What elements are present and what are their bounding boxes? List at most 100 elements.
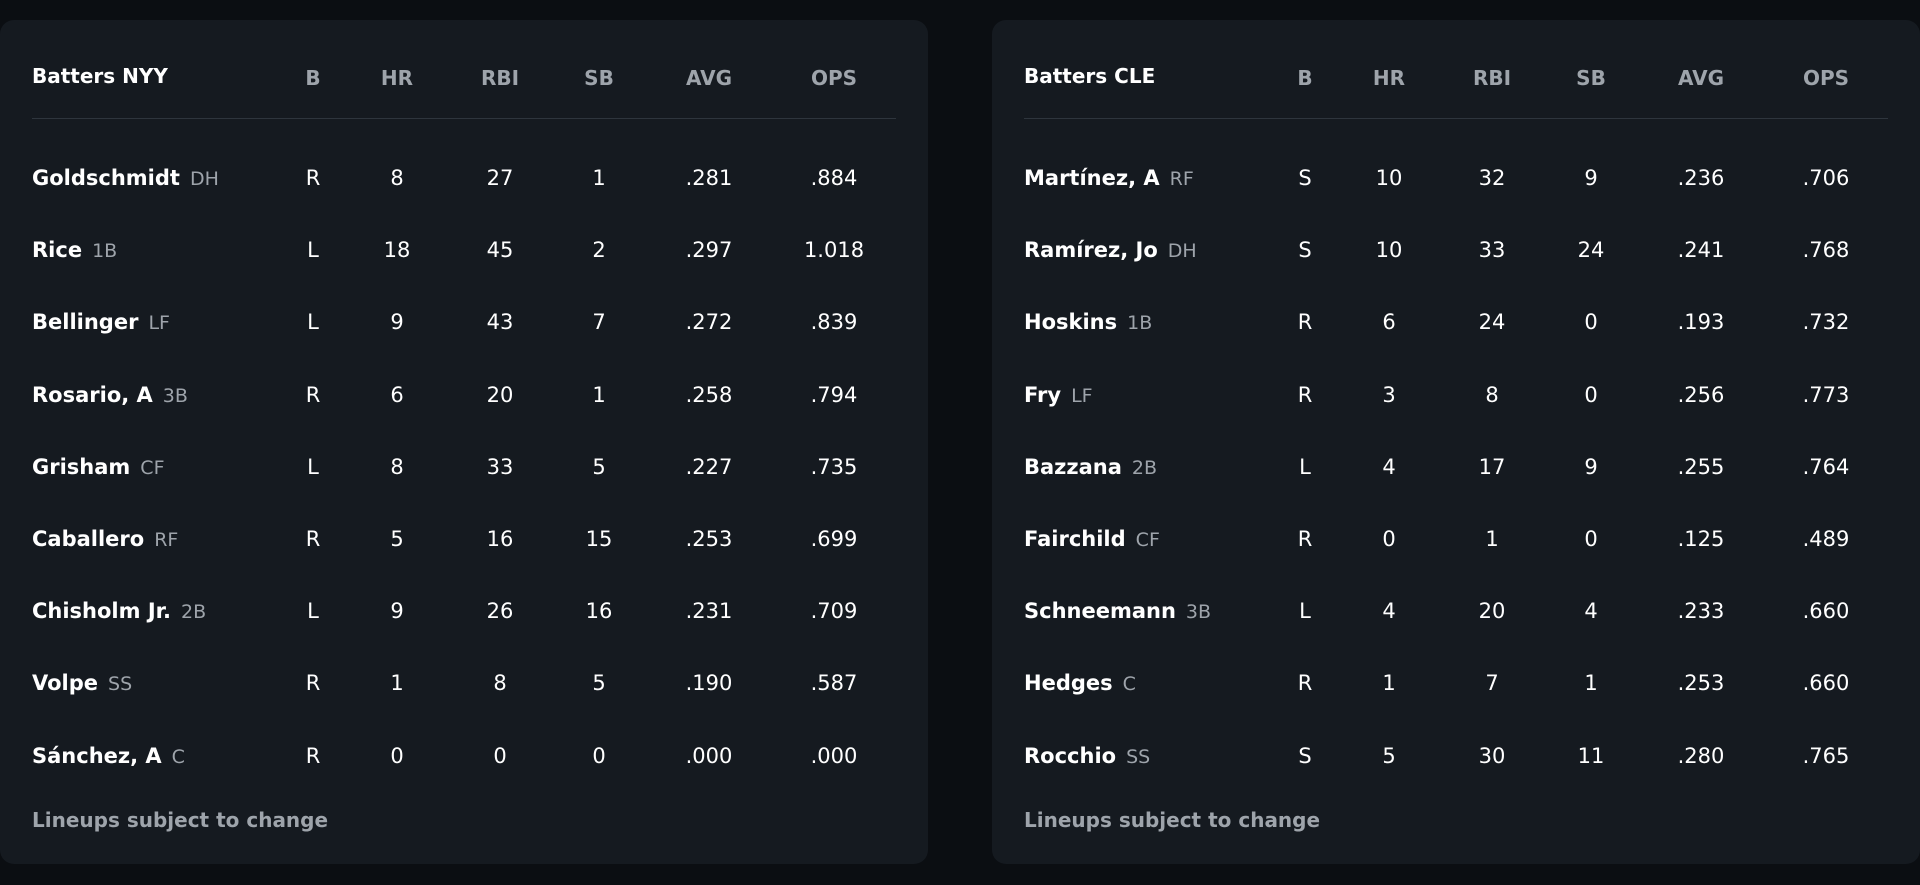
- stat-cell: R: [305, 671, 321, 696]
- stat-cell: .768: [1802, 238, 1850, 263]
- stat-cell: 0: [1584, 527, 1598, 551]
- stat-cell: 4: [1382, 599, 1396, 624]
- player-name: Fairchild CF: [1024, 527, 1160, 551]
- stat-cell: .280: [1677, 743, 1725, 768]
- position: C: [171, 745, 185, 768]
- stat-cell: 9: [1584, 454, 1598, 479]
- stat-cell: 8: [493, 671, 507, 696]
- position: 1B: [1127, 312, 1153, 335]
- position: CF: [140, 456, 165, 479]
- stat-cell: 0: [1382, 527, 1396, 551]
- stat-cell: 5: [1382, 743, 1396, 768]
- stat-cell: .773: [1802, 382, 1850, 407]
- stat-cell: .233: [1677, 599, 1725, 624]
- stat-cell: 2: [592, 238, 606, 263]
- stat-cell: .253: [1677, 671, 1725, 696]
- position: 3B: [1185, 601, 1212, 624]
- player-name: Fry LF: [1024, 383, 1093, 407]
- column-header: SB: [584, 66, 614, 90]
- stat-cell: 5: [592, 671, 606, 696]
- position: 2B: [180, 601, 207, 624]
- stat-cell: .489: [1802, 527, 1850, 551]
- stat-cell: 5: [592, 454, 606, 479]
- stat-cell: L: [1299, 454, 1311, 479]
- stat-cell: .297: [685, 238, 733, 263]
- stat-cell: .272: [685, 310, 733, 335]
- player-name: Chisholm Jr. 2B: [32, 599, 206, 623]
- player-name: Goldschmidt DH: [32, 166, 219, 190]
- stat-cell: 5: [390, 527, 404, 551]
- stat-cell: 0: [1584, 382, 1598, 407]
- player-name: Ramírez, Jo DH: [1024, 238, 1197, 262]
- stat-cell: 24: [1577, 238, 1605, 263]
- name: Bazzana: [1024, 454, 1122, 479]
- stat-cell: R: [1297, 310, 1313, 335]
- stat-cell: .125: [1677, 527, 1725, 551]
- player-name: Bazzana 2B: [1024, 455, 1157, 479]
- player-name: Rosario, A 3B: [32, 383, 188, 407]
- stat-cell: .231: [685, 599, 733, 624]
- stat-cell: 6: [390, 382, 404, 407]
- stat-cell: 1: [1485, 527, 1499, 551]
- column-header: B: [305, 66, 321, 90]
- position: RF: [1169, 168, 1194, 190]
- name: Ramírez, Jo: [1024, 238, 1158, 263]
- player-name: Rice 1B: [32, 238, 117, 262]
- stat-cell: 10: [1375, 166, 1403, 190]
- stat-cell: .000: [685, 743, 733, 768]
- footer-note: Lineups subject to change: [32, 808, 329, 832]
- stat-cell: 0: [592, 743, 606, 768]
- stat-cell: 9: [390, 310, 404, 335]
- stat-cell: 1: [592, 166, 606, 190]
- stat-cell: S: [1298, 238, 1312, 263]
- stat-cell: L: [307, 238, 319, 263]
- name: Sánchez, A: [32, 743, 162, 768]
- stat-cell: .253: [685, 527, 733, 551]
- position: RF: [154, 529, 179, 551]
- player-name: Grisham CF: [32, 455, 165, 479]
- team-panel: Batters CLE B HR RBI SB AVG OPS Martínez, A RF S 1…: [992, 20, 1920, 864]
- stat-cell: 4: [1584, 599, 1598, 624]
- name: Rosario, A: [32, 382, 153, 407]
- stat-cell: 7: [592, 310, 606, 335]
- position: 2B: [1131, 456, 1158, 479]
- stat-cell: 0: [493, 743, 507, 768]
- stat-cell: .794: [810, 382, 858, 407]
- stat-cell: 8: [390, 454, 404, 479]
- stat-cell: 4: [1382, 454, 1396, 479]
- position: 3B: [162, 384, 188, 407]
- name: Goldschmidt: [32, 166, 180, 190]
- stat-cell: R: [1297, 527, 1313, 551]
- stat-cell: L: [307, 599, 319, 624]
- column-header: AVG: [1677, 66, 1725, 90]
- column-header: SB: [1576, 66, 1606, 90]
- stat-cell: 33: [1478, 238, 1506, 263]
- stat-cell: .839: [810, 310, 858, 335]
- stat-cell: .258: [685, 382, 733, 407]
- column-header: HR: [1372, 66, 1406, 90]
- stat-cell: .255: [1677, 454, 1725, 479]
- stat-cell: R: [305, 166, 321, 190]
- stat-cell: 9: [1584, 166, 1598, 190]
- stat-cell: R: [305, 527, 321, 551]
- stat-cell: 8: [390, 166, 404, 190]
- name: Grisham: [32, 454, 131, 479]
- name: Bellinger: [32, 310, 139, 335]
- player-name: Rocchio SS: [1024, 744, 1150, 768]
- stat-cell: 20: [486, 382, 514, 407]
- column-header: OPS: [1802, 66, 1850, 90]
- player-name: Martínez, A RF: [1024, 166, 1194, 190]
- name: Chisholm Jr.: [32, 599, 171, 624]
- name: Hoskins: [1024, 310, 1118, 335]
- divider: [32, 118, 896, 119]
- stat-cell: L: [307, 310, 319, 335]
- stat-cell: .660: [1802, 599, 1850, 624]
- name: Volpe: [32, 671, 99, 696]
- position: SS: [1126, 745, 1151, 768]
- stat-cell: .587: [810, 671, 858, 696]
- stat-cell: .190: [685, 671, 733, 696]
- team-panel: Batters NYY B HR RBI SB AVG OPS Goldschmidt DH R 8…: [0, 20, 928, 864]
- position: C: [1122, 673, 1136, 696]
- stat-cell: .000: [810, 743, 858, 768]
